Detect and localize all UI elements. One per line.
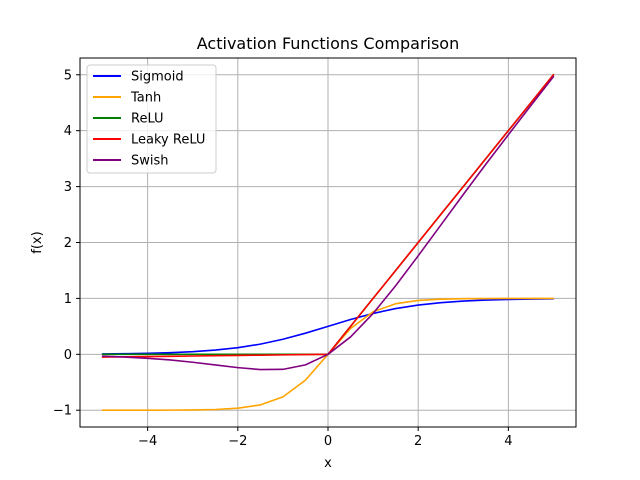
x-tick-label: −4	[138, 434, 157, 449]
y-tick-label: 5	[64, 68, 72, 83]
y-tick-label: 0	[64, 348, 72, 363]
chart-title: Activation Functions Comparison	[197, 34, 459, 53]
legend-box	[86, 64, 217, 174]
series-line-swish	[101, 75, 555, 371]
legend: Sigmoid Tanh ReLU Leaky ReLU Swish	[86, 64, 217, 174]
series-lines	[101, 73, 555, 412]
x-tick-label: −2	[228, 434, 247, 449]
grid	[80, 58, 576, 427]
legend-label-relu: ReLU	[131, 112, 164, 127]
y-axis-label: f(x)	[30, 231, 45, 253]
legend-label-tanh: Tanh	[130, 91, 161, 106]
legend-label-leaky-relu: Leaky ReLU	[131, 133, 205, 148]
y-tick-label: 4	[64, 124, 72, 139]
x-tick-label: 2	[414, 434, 422, 449]
y-tick-label: 2	[64, 236, 72, 251]
y-tick-label: 3	[64, 180, 72, 195]
legend-label-sigmoid: Sigmoid	[131, 70, 184, 85]
series-line-sigmoid	[101, 297, 555, 355]
x-tick-label: 0	[324, 434, 332, 449]
y-tick-label: 1	[64, 292, 72, 307]
axis-ticks: −4 −2 0 2 4 −1 0 1 2 3 4 5	[53, 68, 513, 449]
y-tick-label: −1	[53, 404, 72, 419]
legend-label-swish: Swish	[131, 154, 169, 169]
x-tick-label: 4	[504, 434, 512, 449]
x-axis-label: x	[324, 456, 332, 471]
